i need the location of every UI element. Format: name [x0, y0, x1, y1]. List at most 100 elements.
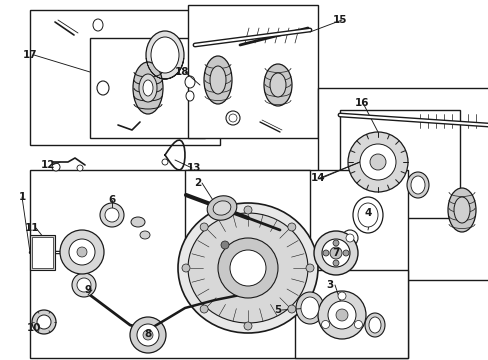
Circle shape [244, 322, 251, 330]
Ellipse shape [187, 213, 307, 323]
Text: 3: 3 [325, 280, 333, 290]
Circle shape [332, 240, 338, 246]
Bar [187, 5, 317, 138]
Ellipse shape [453, 197, 469, 223]
Text: 16: 16 [354, 98, 368, 108]
Circle shape [317, 291, 365, 339]
Text: 6: 6 [108, 195, 115, 205]
Circle shape [329, 247, 341, 259]
Circle shape [105, 208, 119, 222]
Circle shape [321, 239, 349, 267]
Ellipse shape [185, 91, 194, 101]
Circle shape [244, 206, 251, 214]
Circle shape [77, 165, 83, 171]
Text: 1: 1 [19, 192, 25, 202]
Circle shape [182, 264, 190, 272]
Circle shape [346, 234, 353, 242]
Ellipse shape [447, 188, 475, 232]
Circle shape [100, 203, 124, 227]
Circle shape [369, 154, 385, 170]
Bar [30, 170, 407, 358]
Circle shape [162, 159, 168, 165]
Ellipse shape [97, 81, 109, 95]
Circle shape [321, 320, 329, 328]
Circle shape [37, 315, 51, 329]
Circle shape [60, 230, 104, 274]
Ellipse shape [352, 197, 382, 233]
Text: 14: 14 [310, 173, 325, 183]
Circle shape [305, 264, 313, 272]
Bar [30, 10, 220, 145]
Ellipse shape [178, 203, 317, 333]
Ellipse shape [133, 62, 163, 114]
Ellipse shape [203, 56, 231, 104]
Ellipse shape [207, 196, 236, 220]
Circle shape [52, 163, 60, 171]
Bar [32, 237, 53, 268]
Circle shape [354, 320, 362, 328]
Circle shape [332, 260, 338, 266]
Circle shape [218, 238, 278, 298]
Circle shape [142, 330, 153, 340]
Circle shape [32, 310, 56, 334]
Circle shape [313, 231, 357, 275]
Ellipse shape [184, 76, 195, 88]
Ellipse shape [139, 74, 157, 102]
Circle shape [347, 132, 407, 192]
Ellipse shape [357, 203, 377, 227]
Bar [317, 88, 488, 280]
Circle shape [229, 250, 265, 286]
Ellipse shape [406, 172, 428, 198]
Bar [90, 38, 204, 138]
Ellipse shape [364, 313, 384, 337]
Circle shape [72, 273, 96, 297]
Ellipse shape [131, 217, 145, 227]
Circle shape [342, 250, 348, 256]
Circle shape [335, 309, 347, 321]
Text: 2: 2 [194, 178, 201, 188]
Circle shape [137, 324, 159, 346]
Circle shape [359, 144, 395, 180]
Ellipse shape [142, 80, 153, 96]
Ellipse shape [151, 37, 179, 73]
Circle shape [341, 230, 357, 246]
Text: 7: 7 [332, 248, 339, 258]
Text: 11: 11 [25, 223, 39, 233]
Ellipse shape [93, 19, 103, 31]
Circle shape [200, 305, 208, 313]
Circle shape [287, 305, 295, 313]
Text: 12: 12 [41, 160, 55, 170]
Circle shape [69, 239, 95, 265]
Circle shape [225, 111, 240, 125]
Circle shape [200, 223, 208, 231]
Ellipse shape [368, 317, 380, 333]
Circle shape [228, 114, 237, 122]
Ellipse shape [146, 31, 183, 79]
Ellipse shape [264, 64, 291, 106]
Ellipse shape [269, 73, 285, 97]
Circle shape [287, 223, 295, 231]
Bar [294, 270, 407, 358]
Ellipse shape [140, 231, 150, 239]
Text: 15: 15 [332, 15, 346, 25]
Text: 8: 8 [144, 329, 151, 339]
Circle shape [323, 250, 328, 256]
Circle shape [327, 301, 355, 329]
Ellipse shape [209, 66, 225, 94]
Ellipse shape [410, 176, 424, 194]
Circle shape [337, 292, 346, 300]
Text: 17: 17 [22, 50, 37, 60]
Circle shape [77, 247, 87, 257]
Ellipse shape [301, 297, 318, 319]
Ellipse shape [213, 201, 230, 215]
Circle shape [221, 241, 228, 249]
Bar [30, 235, 55, 270]
Text: 9: 9 [84, 285, 91, 295]
Text: 18: 18 [174, 67, 189, 77]
Circle shape [77, 278, 91, 292]
Text: 10: 10 [27, 323, 41, 333]
Bar [339, 110, 459, 218]
Text: 13: 13 [186, 163, 201, 173]
Ellipse shape [295, 292, 324, 324]
Text: 4: 4 [364, 208, 371, 218]
